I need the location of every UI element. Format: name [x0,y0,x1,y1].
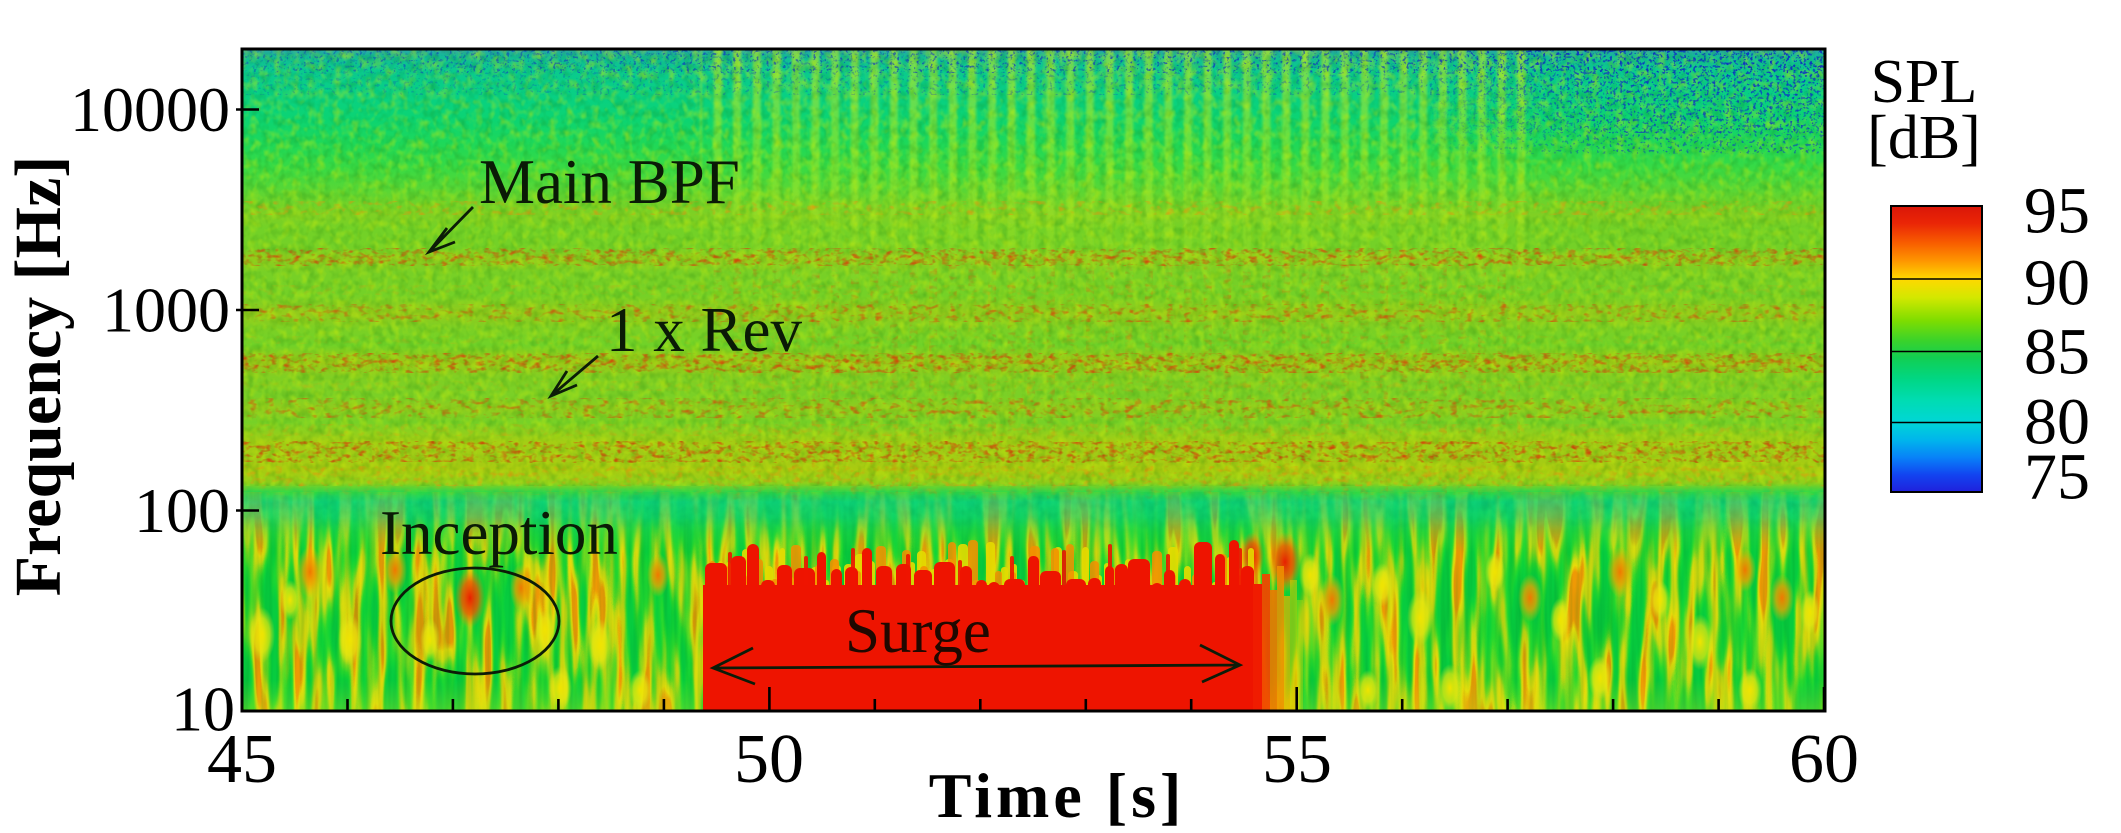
svg-text:80: 80 [2024,386,2090,459]
svg-text:Surge: Surge [845,596,991,666]
svg-text:75: 75 [2024,441,2090,514]
svg-text:100: 100 [134,475,230,546]
svg-text:Time [s]: Time [s] [929,760,1186,831]
svg-text:60: 60 [1789,721,1859,798]
svg-text:90: 90 [2024,247,2090,320]
svg-text:10: 10 [171,674,235,745]
svg-text:1 x Rev: 1 x Rev [606,295,802,365]
svg-text:Inception: Inception [380,498,618,568]
svg-text:[dB]: [dB] [1867,104,1981,172]
svg-text:1000: 1000 [102,275,230,346]
svg-text:Main BPF: Main BPF [479,147,740,217]
svg-text:95: 95 [2024,175,2090,248]
svg-text:85: 85 [2024,316,2090,389]
svg-text:50: 50 [734,721,804,798]
svg-text:55: 55 [1262,721,1332,798]
svg-text:SPL: SPL [1871,48,1978,116]
svg-text:10000: 10000 [70,74,230,145]
svg-text:45: 45 [207,721,277,798]
svg-text:Frequency [Hz]: Frequency [Hz] [2,156,75,597]
